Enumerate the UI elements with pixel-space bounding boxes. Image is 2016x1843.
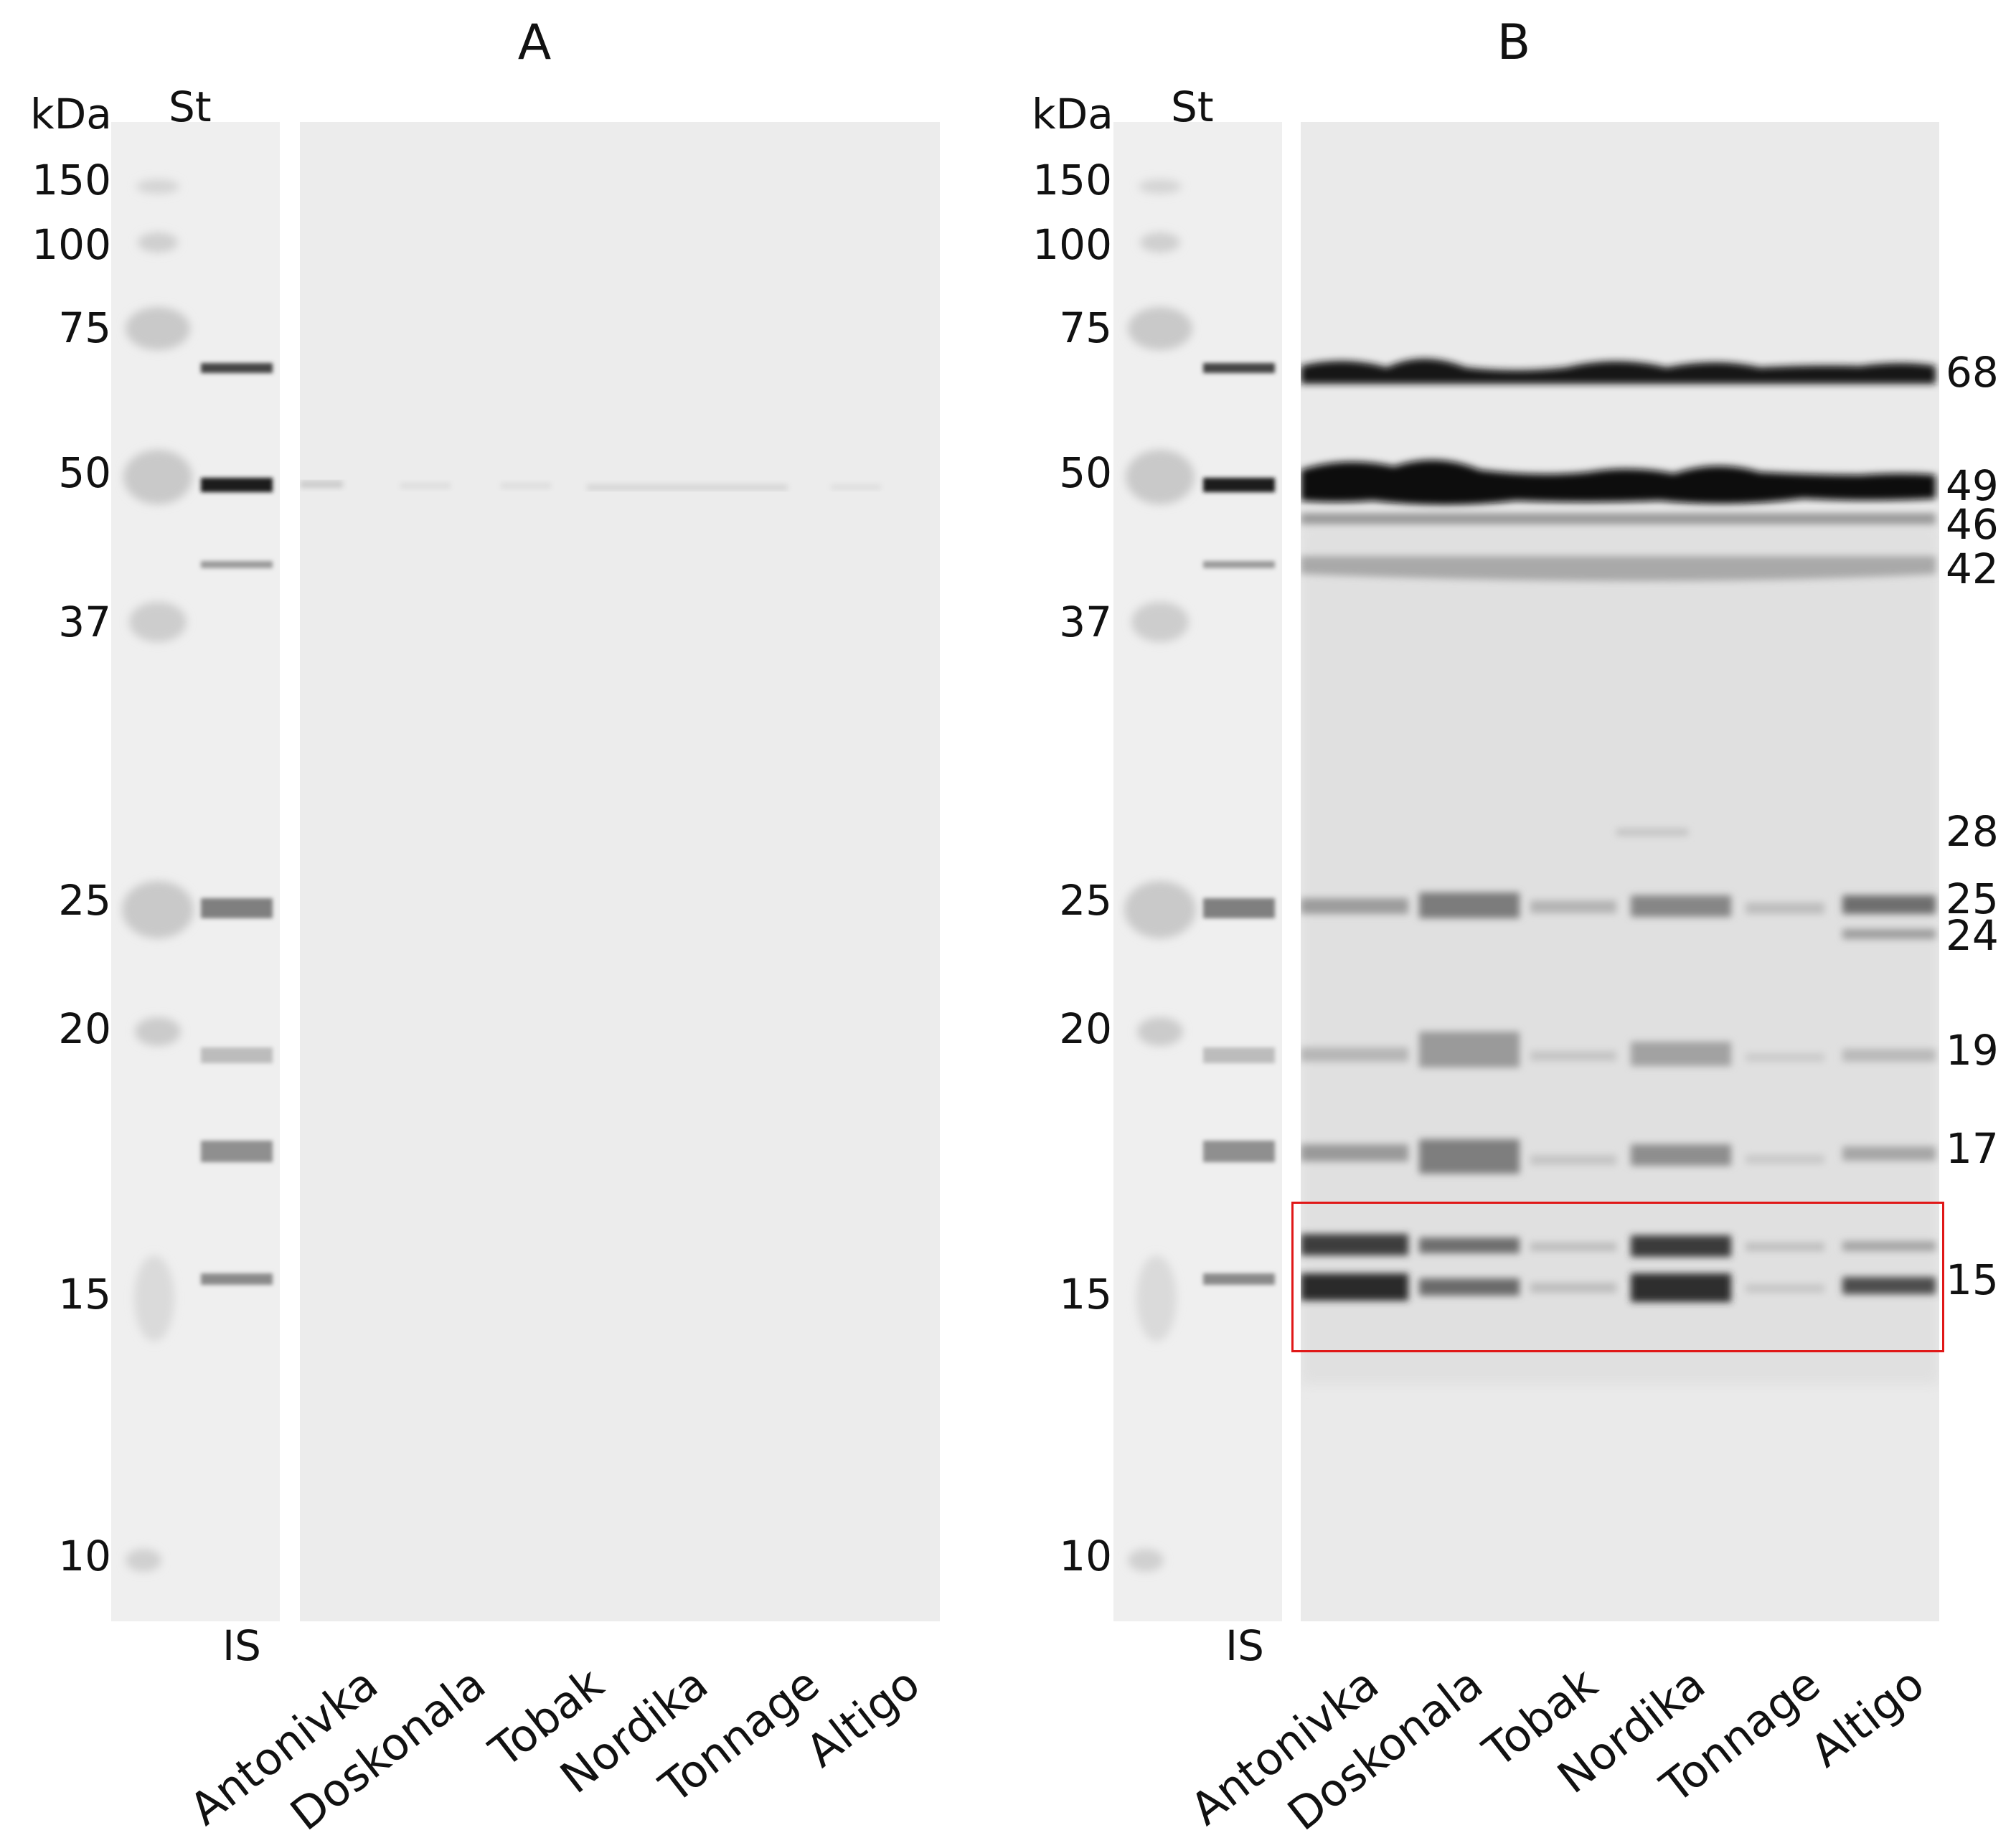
- panel-a-title: A: [517, 14, 552, 71]
- panel-b-tick-20: 20: [1059, 1004, 1112, 1053]
- band-label-42: 42: [1946, 545, 1999, 593]
- panel-b-tick-75: 75: [1059, 303, 1112, 352]
- panel-b-tick-100: 100: [1032, 220, 1112, 269]
- panel-a-st-label: St: [169, 83, 212, 131]
- panel-b-sample-gel: [1301, 122, 1939, 1621]
- panel-a-tick-100: 100: [32, 220, 111, 269]
- panel-a-tick-37: 37: [58, 598, 111, 646]
- band-label-68: 68: [1946, 348, 1999, 397]
- panel-b-tick-15: 15: [1059, 1270, 1112, 1319]
- panel-b-marker-strip: [1113, 122, 1282, 1621]
- band-label-46: 46: [1946, 500, 1999, 549]
- panel-a-tick-25: 25: [58, 876, 111, 925]
- band-label-49: 49: [1946, 461, 1999, 510]
- panel-a-tick-150: 150: [32, 156, 111, 204]
- panel-a-tick-75: 75: [58, 303, 111, 352]
- panel-a-tick-15: 15: [58, 1270, 111, 1319]
- band-label-15: 15: [1946, 1255, 1999, 1304]
- panel-b-title: B: [1497, 14, 1531, 71]
- panel-b-tick-10: 10: [1059, 1532, 1112, 1580]
- band-label-28: 28: [1946, 807, 1999, 856]
- panel-b-kda-label: kDa: [1032, 90, 1113, 138]
- panel-a-tick-50: 50: [58, 448, 111, 497]
- band-label-17: 17: [1946, 1124, 1999, 1173]
- panel-a-tick-20: 20: [58, 1004, 111, 1053]
- panel-b-lane-label: Altigo: [1800, 1657, 1933, 1778]
- panel-a-is-label: IS: [222, 1621, 261, 1670]
- band-label-24: 24: [1946, 911, 1999, 960]
- panel-b-tick-50: 50: [1059, 448, 1112, 497]
- panel-a-kda-label: kDa: [30, 90, 112, 138]
- panel-a-sample-gel: [300, 122, 940, 1621]
- band-label-19: 19: [1946, 1026, 1999, 1075]
- panel-b-tick-25: 25: [1059, 876, 1112, 925]
- panel-a-marker-strip: [111, 122, 280, 1621]
- panel-b-st-label: St: [1171, 83, 1214, 131]
- panel-b-tick-37: 37: [1059, 598, 1112, 646]
- highlight-box: [1291, 1202, 1944, 1352]
- panel-b-is-label: IS: [1225, 1621, 1264, 1670]
- panel-b-tick-150: 150: [1032, 156, 1112, 204]
- panel-a-lane-label: Altigo: [796, 1657, 929, 1778]
- panel-a-tick-10: 10: [58, 1532, 111, 1580]
- band-label-25: 25: [1946, 875, 1999, 923]
